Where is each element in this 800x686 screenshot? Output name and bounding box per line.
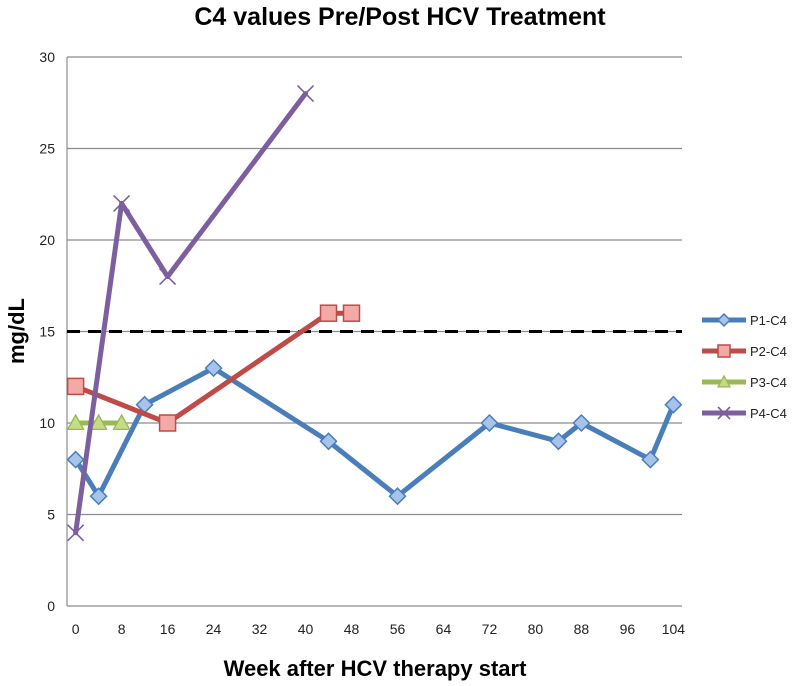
legend-label: P2-C4 [750,344,787,359]
data-point-p1-c4 [664,395,683,414]
legend-label: P1-C4 [750,313,787,328]
x-tick-label: 104 [662,621,686,637]
legend-item-p1-c4: P1-C4 [702,312,787,328]
data-point-p1-c4 [319,432,338,451]
legend-item-p4-c4: P4-C4 [702,406,787,421]
series-p3-c4 [66,413,131,431]
series-line-p4-c4 [73,91,309,536]
data-point-p4-c4 [296,85,315,103]
data-point-p4-c4 [159,268,177,286]
y-tick-label: 20 [39,232,55,248]
x-tick-label: 64 [436,621,452,637]
x-tick-label: 32 [252,621,268,637]
y-tick-label: 10 [39,415,55,431]
y-tick-label: 0 [47,598,55,614]
legend-marker [716,312,732,328]
data-point-p1-c4 [66,450,85,469]
x-tick-label: 96 [620,621,636,637]
y-axis-title: mg/dL [4,298,29,364]
series-p1-c4 [66,359,683,506]
y-tick-label: 25 [39,141,55,157]
x-tick-label: 24 [206,621,222,637]
data-point-p1-c4 [388,487,407,506]
legend-marker [717,406,731,420]
marker-stroke [717,406,731,420]
x-tick-label: 72 [482,621,498,637]
marker-stroke [113,194,131,212]
marker-stroke [296,85,315,103]
marker-stroke [159,268,177,286]
data-point-p3-c4 [66,413,85,431]
data-point-p3-c4 [112,413,131,431]
legend-label: P4-C4 [750,406,787,421]
data-point-p3-c4 [89,413,108,431]
data-point-p2-c4 [319,304,338,322]
y-tick-label: 15 [39,324,55,340]
series-line-p2-c4 [73,310,355,426]
data-point-p1-c4 [480,413,499,433]
x-axis-title: Week after HCV therapy start [224,656,527,681]
x-tick-label: 56 [390,621,406,637]
x-tick-label: 88 [574,621,590,637]
series-line-p1-c4 [73,365,676,499]
data-point-p2-c4 [66,377,85,396]
legend: P1-C4 P2-C4 P3-C4 P4-C4 [702,312,787,421]
series-p2-c4 [66,304,361,432]
x-tick-label: 80 [528,621,544,637]
legend-marker [717,344,731,358]
series-p4-c4 [67,85,315,542]
x-tick-label: 40 [298,621,314,637]
x-tick-label: 16 [160,621,176,637]
plot-area: 0 5 10 15 20 25 30 0 8 16 24 32 40 48 56 64 72 80 88 96 104 [39,49,685,637]
data-point-p4-c4 [67,524,85,542]
x-tick-label: 0 [72,621,80,637]
data-point-p2-c4 [342,304,361,322]
legend-label: P3-C4 [750,375,787,390]
data-point-p2-c4 [158,414,177,432]
data-point-p1-c4 [572,413,591,433]
data-point-p1-c4 [89,487,108,506]
legend-item-p2-c4: P2-C4 [702,344,787,359]
y-tick-label: 30 [39,49,55,65]
x-tick-label: 8 [118,621,126,637]
data-point-p1-c4 [641,450,660,469]
data-point-p4-c4 [113,194,131,212]
legend-item-p3-c4: P3-C4 [702,374,787,390]
marker-stroke [67,524,85,542]
chart-title: C4 values Pre/Post HCV Treatment [194,3,606,31]
x-tick-label: 48 [344,621,360,637]
data-point-p1-c4 [204,359,223,378]
legend-marker [716,374,732,388]
data-point-p1-c4 [549,432,568,451]
y-tick-label: 5 [47,507,55,523]
